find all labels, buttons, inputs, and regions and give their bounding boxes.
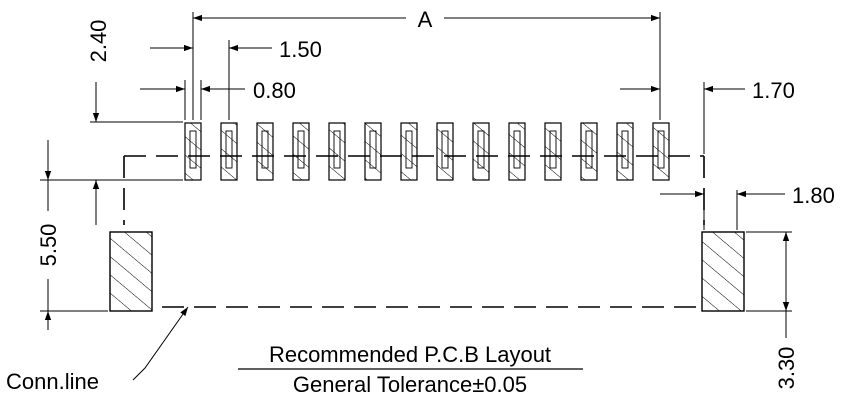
dimension-2-40-label: 2.40 bbox=[86, 20, 111, 63]
dimension-0-80-label: 0.80 bbox=[253, 78, 296, 103]
dimension-5-50-label: 5.50 bbox=[36, 224, 61, 267]
signal-pad bbox=[256, 122, 274, 181]
signal-pad bbox=[364, 122, 382, 181]
signal-pad bbox=[472, 122, 490, 181]
signal-pad bbox=[580, 122, 598, 181]
mounting-pad-left bbox=[109, 231, 153, 312]
dimension-2-40 bbox=[40, 82, 183, 225]
dimension-0-80 bbox=[140, 80, 245, 120]
layout-title: Recommended P.C.B Layout bbox=[269, 342, 551, 367]
signal-pad bbox=[328, 122, 346, 181]
signal-pad bbox=[544, 122, 562, 181]
conn-line-label: Conn.line bbox=[6, 369, 99, 394]
dimension-a-label: A bbox=[418, 7, 433, 32]
dimension-1-70 bbox=[620, 82, 745, 154]
tolerance-note: General Tolerance±0.05 bbox=[293, 372, 527, 397]
conn-line-leader bbox=[132, 306, 189, 381]
dimension-a bbox=[192, 12, 661, 120]
dimension-1-50-label: 1.50 bbox=[279, 37, 322, 62]
signal-pads bbox=[184, 122, 670, 181]
signal-pad bbox=[292, 122, 310, 181]
signal-pad bbox=[508, 122, 526, 181]
signal-pad bbox=[652, 122, 670, 181]
dimension-5-50 bbox=[40, 140, 108, 330]
mounting-pad-right bbox=[701, 231, 745, 312]
signal-pad bbox=[184, 122, 202, 181]
dimension-1-70-label: 1.70 bbox=[752, 78, 795, 103]
signal-pad bbox=[400, 122, 418, 181]
signal-pad bbox=[616, 122, 634, 181]
dimension-1-80-label: 1.80 bbox=[792, 183, 835, 208]
dimension-1-50 bbox=[150, 40, 272, 120]
dimension-3-30-label: 3.30 bbox=[774, 347, 799, 390]
signal-pad bbox=[436, 122, 454, 181]
signal-pad bbox=[220, 122, 238, 181]
dimension-1-80 bbox=[660, 190, 785, 230]
dimension-3-30 bbox=[746, 231, 792, 338]
